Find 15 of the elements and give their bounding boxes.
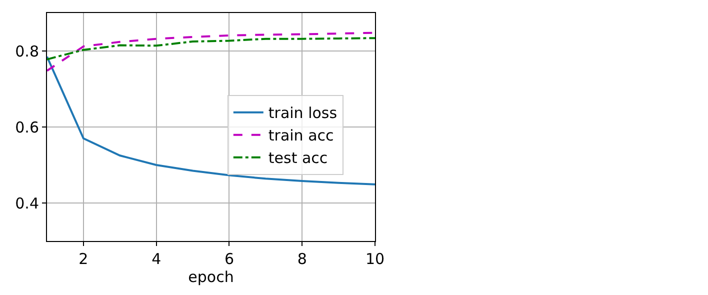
x-tick-label: 2 <box>78 250 88 268</box>
legend-label: train loss <box>268 104 338 122</box>
line-series <box>47 32 375 72</box>
x-tick-label: 6 <box>224 250 234 268</box>
x-axis-title: epoch <box>188 268 234 286</box>
x-tick-label: 10 <box>365 250 385 268</box>
line-series <box>47 56 375 186</box>
legend-label: test acc <box>268 149 328 168</box>
legend-label: train acc <box>268 126 334 145</box>
line-series <box>47 37 375 60</box>
y-tick-label: 0.6 <box>15 118 39 136</box>
y-tick-label: 0.4 <box>15 194 39 212</box>
x-tick-label: 4 <box>152 250 162 268</box>
x-tick-label: 8 <box>297 250 307 268</box>
y-tick-label: 0.8 <box>15 42 39 60</box>
